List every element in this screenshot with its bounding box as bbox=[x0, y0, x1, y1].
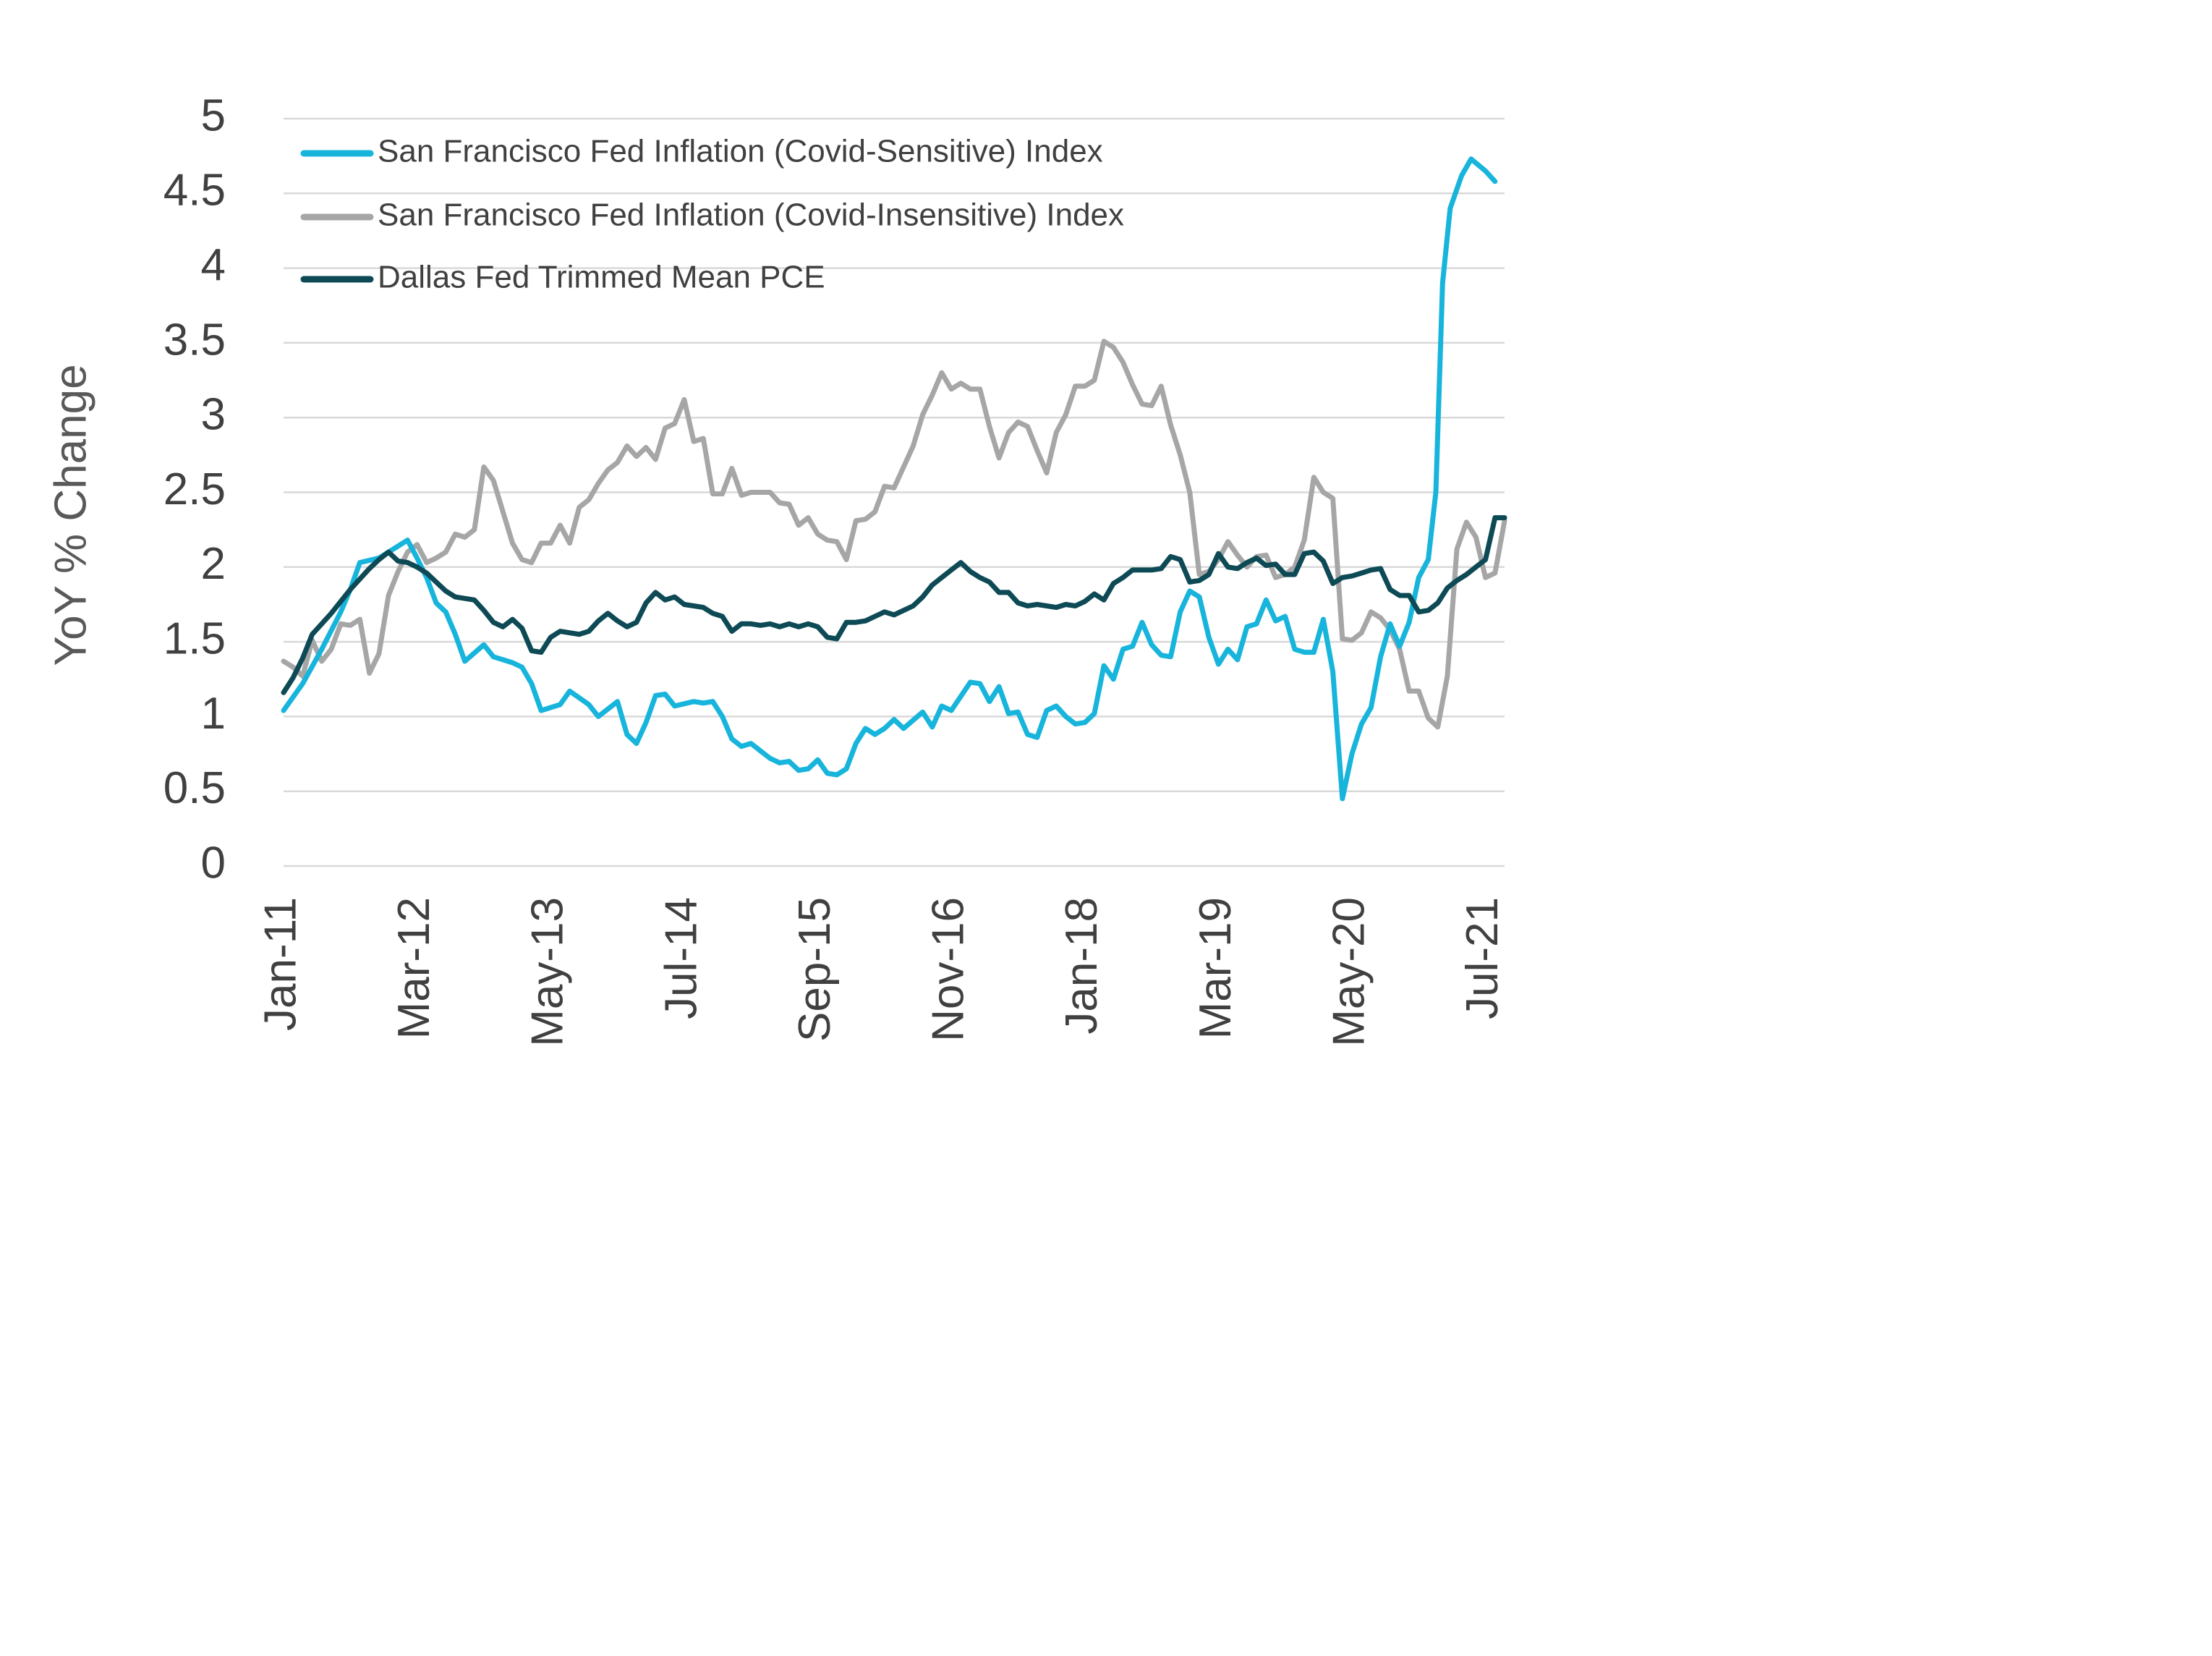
y-tick-label: 3.5 bbox=[163, 315, 226, 365]
y-tick-label: 2 bbox=[201, 539, 226, 589]
y-tick-label: 4 bbox=[201, 240, 226, 290]
legend: San Francisco Fed Inflation (Covid-Sensi… bbox=[300, 134, 1124, 295]
x-tick-label: Sep-15 bbox=[790, 897, 840, 1042]
x-tick-label: Mar-19 bbox=[1191, 897, 1241, 1039]
x-tick-label: Jan-18 bbox=[1057, 897, 1107, 1035]
series-line-0 bbox=[281, 156, 1498, 802]
y-tick-label: 0 bbox=[201, 838, 226, 888]
legend-label: San Francisco Fed Inflation (Covid-Sensi… bbox=[378, 134, 1103, 169]
x-tick-label: Jul-21 bbox=[1458, 897, 1507, 1019]
y-tick-label: 3 bbox=[201, 390, 226, 440]
y-tick-label: 1 bbox=[201, 689, 226, 739]
x-axis-ticks: Jan-11 Mar-12 May-13 Jul-14 Sep-15 Nov-16 Jan-… bbox=[255, 897, 1507, 1047]
x-tick-label: Nov-16 bbox=[924, 897, 974, 1042]
y-tick-label: 1.5 bbox=[163, 613, 226, 663]
legend-label: Dallas Fed Trimmed Mean PCE bbox=[378, 260, 825, 295]
y-axis-label: YoY % Change bbox=[46, 364, 95, 666]
gridlines bbox=[284, 117, 1505, 867]
x-tick-label: Mar-12 bbox=[389, 897, 439, 1039]
x-tick-label: Jul-14 bbox=[656, 897, 706, 1019]
y-tick-label: 2.5 bbox=[163, 464, 226, 514]
series-line-1 bbox=[281, 339, 1507, 730]
series-lines bbox=[281, 156, 1507, 802]
y-axis-ticks: 0 0.5 1 1.5 2 2.5 3 3.5 4 4.5 5 bbox=[163, 90, 226, 888]
x-tick-label: Jan-11 bbox=[255, 897, 305, 1031]
y-tick-label: 4.5 bbox=[163, 166, 226, 216]
x-tick-label: May-20 bbox=[1324, 897, 1374, 1047]
x-tick-label: May-13 bbox=[523, 897, 573, 1047]
y-tick-label: 0.5 bbox=[163, 763, 226, 813]
legend-label: San Francisco Fed Inflation (Covid-Insen… bbox=[378, 198, 1124, 233]
y-tick-label: 5 bbox=[201, 90, 226, 140]
series-line-2 bbox=[281, 515, 1507, 695]
